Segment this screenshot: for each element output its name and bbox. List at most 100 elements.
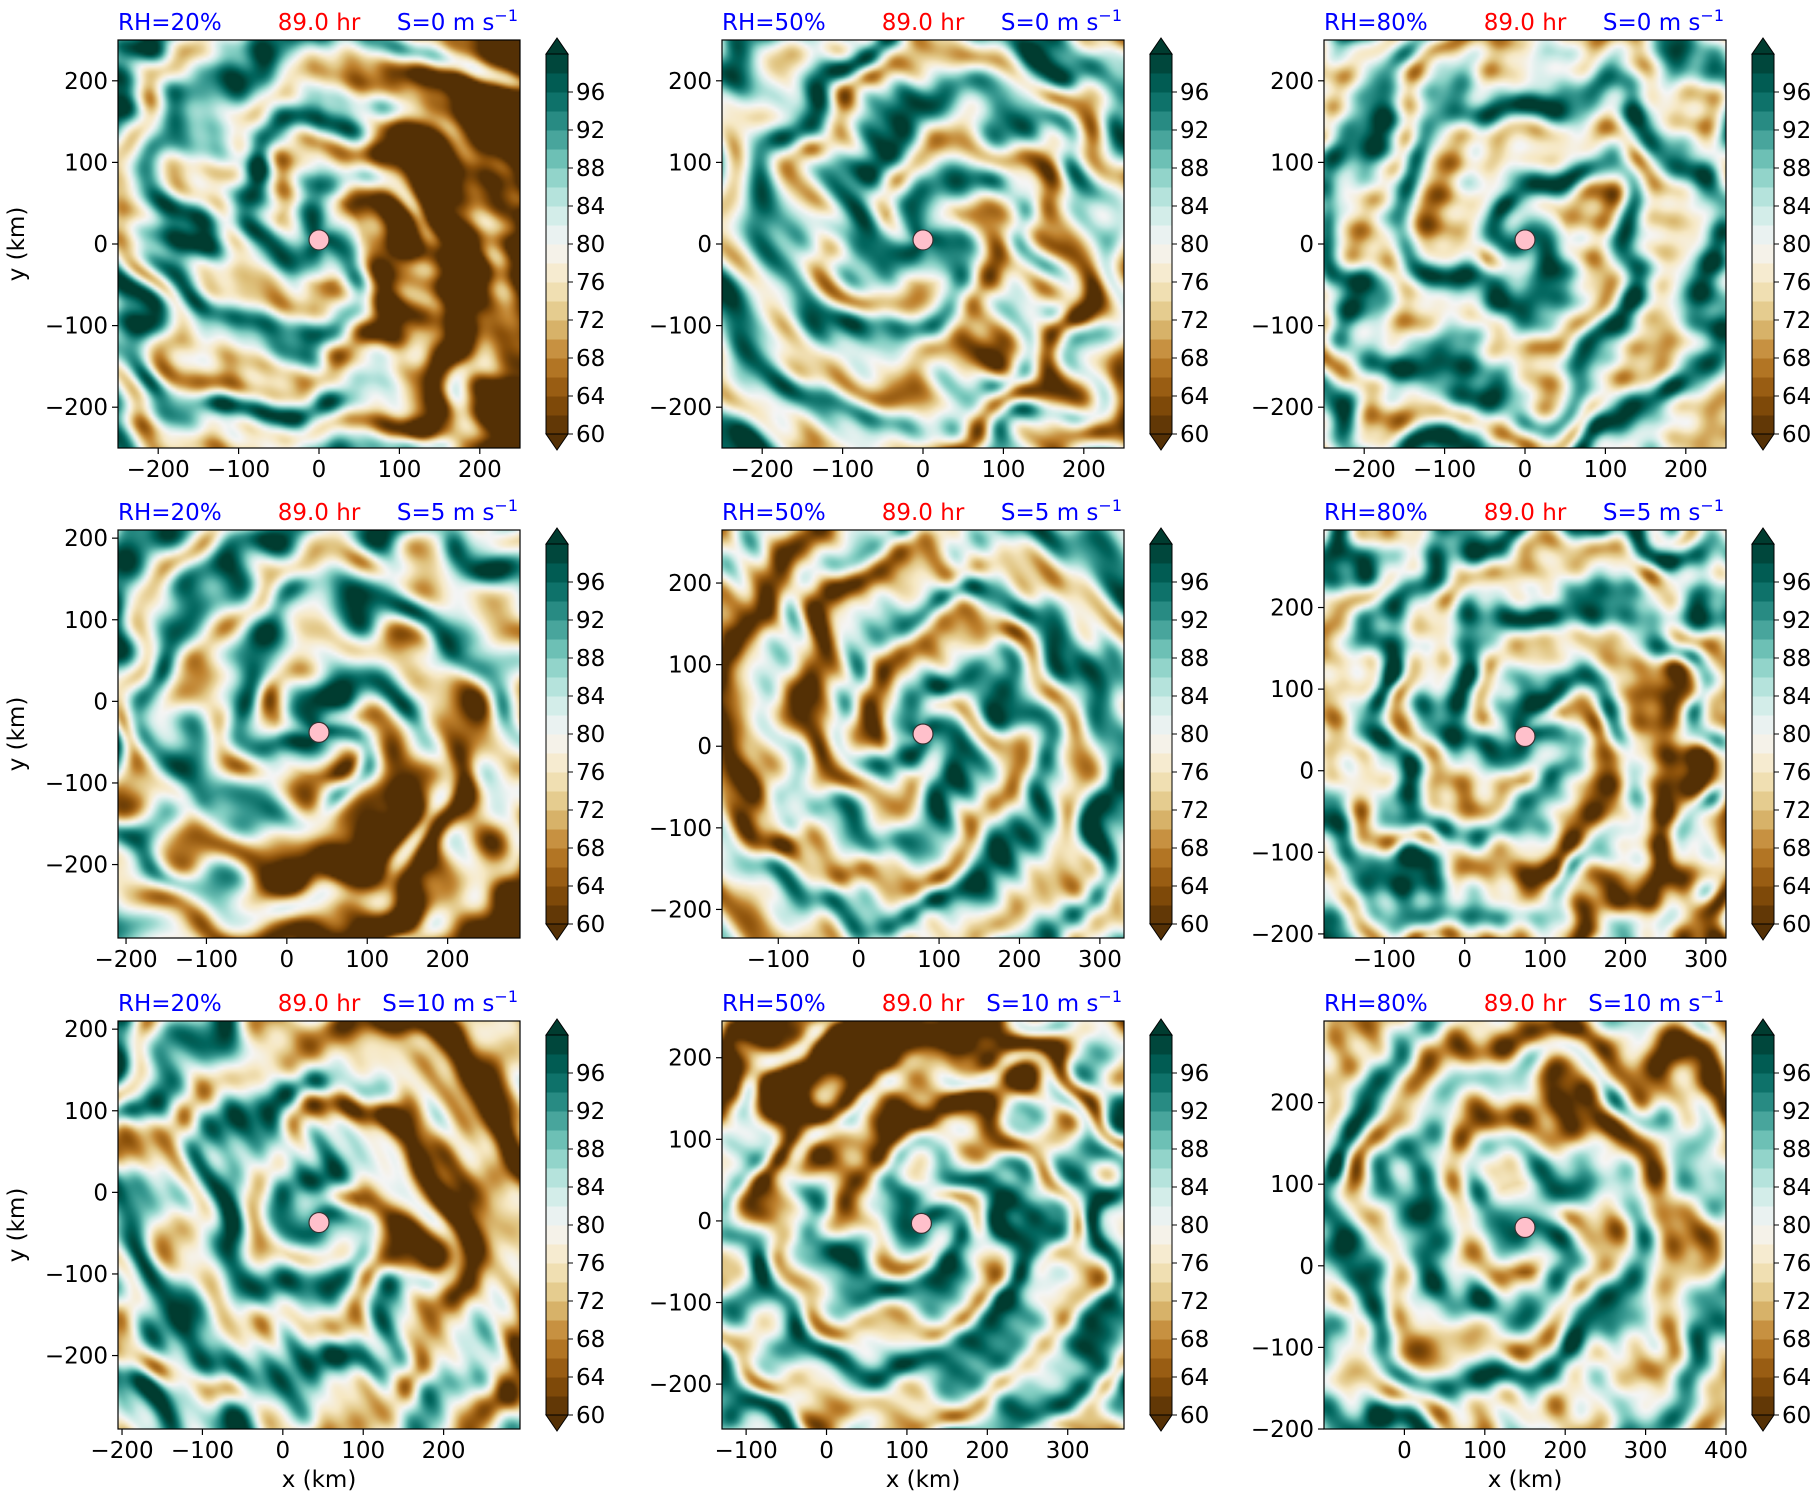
colorbar-tick-label: 96 bbox=[1782, 570, 1811, 596]
y-tick-label: 200 bbox=[64, 526, 108, 552]
x-tick-label: 0 bbox=[280, 947, 295, 973]
colorbar-tick-label: 72 bbox=[576, 1289, 605, 1315]
colorbar-band bbox=[546, 1035, 568, 1055]
colorbar-band bbox=[1752, 601, 1774, 621]
y-tick-label: 200 bbox=[668, 69, 712, 95]
colorbar: 60 64 68 72 76 80 84 88 92 96 bbox=[545, 1018, 605, 1432]
colorbar-band bbox=[1150, 715, 1172, 735]
storm-center-marker bbox=[308, 721, 330, 743]
title-rh: RH=80% bbox=[1324, 991, 1428, 1017]
colorbar-band bbox=[1752, 1073, 1774, 1093]
colorbar-band bbox=[546, 396, 568, 416]
colorbar-band bbox=[1150, 282, 1172, 302]
panel-9: 0 100 200 300 400 −200 −100 0 100 200 x (km) RH=80%… bbox=[1251, 987, 1811, 1493]
colorbar-tick-label: 88 bbox=[576, 646, 605, 672]
y-tick-label: −100 bbox=[45, 771, 108, 797]
title-shear: S=5 m s−1 bbox=[1603, 496, 1724, 526]
colorbar-band bbox=[1150, 168, 1172, 188]
x-tick-label: −100 bbox=[175, 947, 238, 973]
axes-frame bbox=[117, 1020, 521, 1430]
x-tick-label: 0 bbox=[312, 457, 327, 483]
colorbar-band bbox=[1150, 905, 1172, 925]
colorbar-band bbox=[1150, 734, 1172, 754]
colorbar-tick-label: 92 bbox=[1180, 608, 1209, 634]
colorbar-band bbox=[546, 753, 568, 773]
colorbar-tick-label: 60 bbox=[576, 1403, 605, 1429]
colorbar-band bbox=[1150, 320, 1172, 340]
colorbar-band bbox=[546, 1168, 568, 1188]
x-tick-label: 100 bbox=[1583, 457, 1627, 483]
colorbar-extend-min bbox=[1149, 923, 1173, 941]
colorbar-extend-max bbox=[545, 37, 569, 55]
storm-center-marker bbox=[1514, 1216, 1536, 1239]
colorbar-tick-label: 80 bbox=[1782, 1213, 1811, 1239]
colorbar-tick-label: 72 bbox=[1782, 1289, 1811, 1315]
colorbar-tick-label: 88 bbox=[1782, 1137, 1811, 1163]
colorbar-tick-label: 64 bbox=[1180, 1365, 1209, 1391]
y-tick-label: 100 bbox=[64, 608, 108, 634]
colorbar-band bbox=[1150, 563, 1172, 583]
colorbar-band bbox=[1150, 149, 1172, 169]
y-tick-label: −200 bbox=[1251, 395, 1314, 421]
colorbar-band bbox=[1752, 1301, 1774, 1321]
colorbar-band bbox=[546, 1206, 568, 1226]
colorbar-band bbox=[546, 620, 568, 640]
colorbar-band bbox=[1752, 111, 1774, 131]
y-tick-label: 200 bbox=[1270, 596, 1314, 622]
colorbar-band bbox=[1150, 1054, 1172, 1074]
colorbar-tick-label: 92 bbox=[1782, 1099, 1811, 1125]
colorbar-tick-label: 72 bbox=[1782, 308, 1811, 334]
y-tick-label: 200 bbox=[668, 571, 712, 597]
x-tick-label: 100 bbox=[981, 457, 1025, 483]
colorbar-band bbox=[546, 829, 568, 849]
colorbar: 60 64 68 72 76 80 84 88 92 96 bbox=[1751, 527, 1811, 941]
colorbar-band bbox=[1752, 1168, 1774, 1188]
colorbar-band bbox=[1752, 149, 1774, 169]
colorbar-band bbox=[546, 111, 568, 131]
colorbar-band bbox=[1150, 1244, 1172, 1264]
colorbar-band bbox=[1150, 639, 1172, 659]
colorbar-band bbox=[1150, 753, 1172, 773]
colorbar-band bbox=[546, 1054, 568, 1074]
y-tick-label: −100 bbox=[649, 314, 712, 340]
colorbar-band bbox=[1752, 1206, 1774, 1226]
colorbar-band bbox=[546, 639, 568, 659]
x-axis-label: x (km) bbox=[282, 1467, 357, 1493]
colorbar-tick-label: 84 bbox=[1782, 194, 1811, 220]
colorbar-band bbox=[1752, 1187, 1774, 1207]
colorbar-band bbox=[546, 1244, 568, 1264]
colorbar-band bbox=[1150, 791, 1172, 811]
y-tick-label: −200 bbox=[45, 1344, 108, 1370]
colorbar-tick-label: 64 bbox=[1782, 1365, 1811, 1391]
x-tick-label: 200 bbox=[965, 1438, 1009, 1464]
y-tick-label: 100 bbox=[1270, 677, 1314, 703]
y-tick-label: 0 bbox=[93, 689, 108, 715]
colorbar-tick-label: 80 bbox=[576, 722, 605, 748]
x-tick-label: 200 bbox=[998, 947, 1042, 973]
colorbar-extend-max bbox=[1751, 37, 1775, 55]
colorbar-band bbox=[1150, 1035, 1172, 1055]
colorbar-band bbox=[1150, 339, 1172, 359]
colorbar-tick-label: 84 bbox=[1782, 684, 1811, 710]
colorbar-band bbox=[546, 1130, 568, 1150]
colorbar-band bbox=[1752, 544, 1774, 564]
title-time: 89.0 hr bbox=[1484, 500, 1567, 526]
title-shear: S=5 m s−1 bbox=[397, 496, 518, 526]
colorbar-band bbox=[1752, 1377, 1774, 1397]
title-time: 89.0 hr bbox=[278, 500, 361, 526]
panel-3: −200 −100 0 100 200 −200 −100 0 100 200 RH=80% 89.0… bbox=[1251, 6, 1811, 483]
storm-center-marker bbox=[308, 229, 330, 251]
colorbar-band bbox=[546, 544, 568, 564]
colorbar-band bbox=[1752, 886, 1774, 906]
x-tick-label: 300 bbox=[1624, 1438, 1668, 1464]
x-tick-label: 100 bbox=[345, 947, 389, 973]
colorbar-band bbox=[546, 1396, 568, 1416]
colorbar-band bbox=[1752, 358, 1774, 378]
colorbar-band bbox=[1752, 1035, 1774, 1055]
x-tick-label: 300 bbox=[1046, 1438, 1090, 1464]
colorbar-band bbox=[546, 658, 568, 678]
colorbar-band bbox=[1150, 187, 1172, 207]
title-rh: RH=20% bbox=[118, 500, 222, 526]
colorbar-band bbox=[546, 282, 568, 302]
panel-4: −200 −100 0 100 200 −200 −100 0 100 200 y (km) RH=2… bbox=[4, 496, 605, 973]
